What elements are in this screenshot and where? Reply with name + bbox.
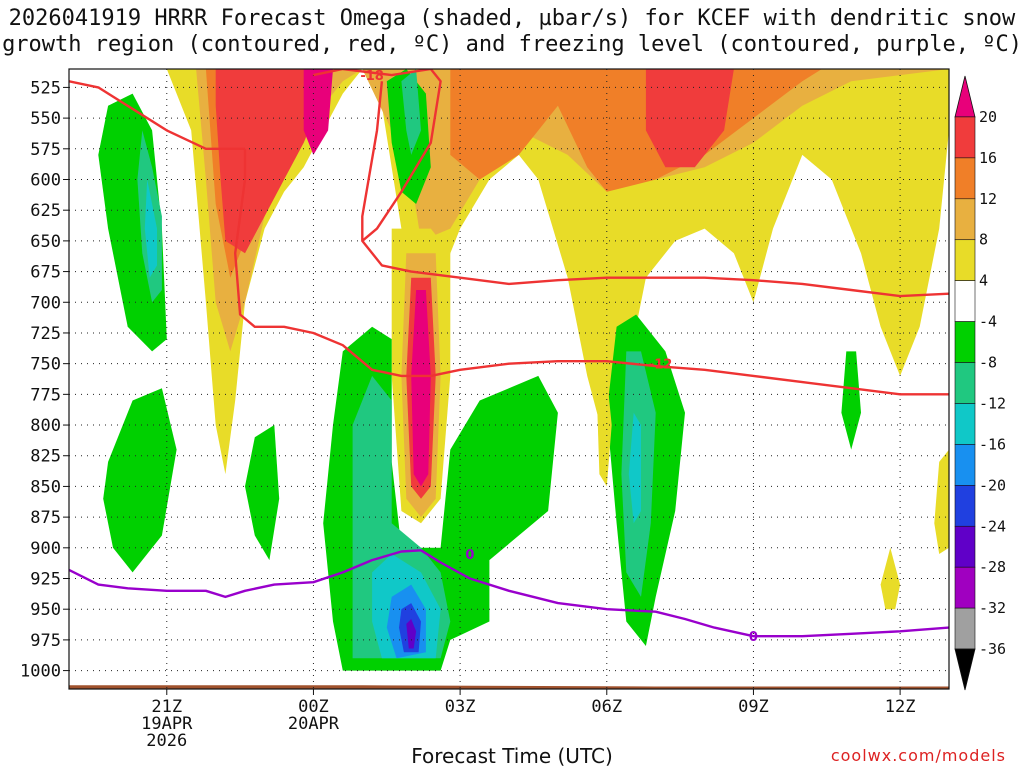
- colorbar-bottom-triangle: [954, 648, 976, 691]
- y-tick-label: 825: [30, 447, 61, 467]
- omega-region-cyan-left: [144, 179, 157, 278]
- omega-region-green-right-small: [841, 351, 861, 450]
- chart-title: 2026041919 HRRR Forecast Omega (shaded, …: [0, 6, 1024, 58]
- x-tick-label: 2026: [146, 731, 187, 751]
- y-tick-label: 775: [30, 385, 61, 405]
- colorbar-label: 20: [979, 108, 997, 126]
- omega-region-red-right: [645, 69, 734, 168]
- y-axis: 525 550 575 600 625 650 675 700 725 750 775 800 825 8…: [20, 78, 69, 682]
- credit-link[interactable]: coolwx.com/models: [830, 746, 1006, 765]
- colorbar-segment: [954, 116, 976, 159]
- y-tick-label: 525: [30, 78, 61, 98]
- colorbar-label: -4: [979, 313, 997, 331]
- contour-label-freezing-label-right: 0: [749, 630, 758, 645]
- colorbar-segment: [954, 239, 976, 281]
- shaded-omega-layer: [69, 69, 949, 671]
- colorbar-segment: [954, 280, 976, 322]
- x-tick-label: 19APR: [141, 714, 193, 734]
- colorbar-top-triangle: [954, 75, 976, 118]
- y-tick-label: 1000: [20, 662, 61, 682]
- y-tick-label: 975: [30, 631, 61, 651]
- colorbar-label: 12: [979, 190, 997, 208]
- colorbar-label: -8: [979, 354, 997, 372]
- y-tick-label: 750: [30, 355, 61, 375]
- omega-region-yellow-right-small: [597, 375, 612, 487]
- colorbar-label: -16: [979, 435, 1006, 453]
- x-tick-label: 12Z: [885, 697, 916, 717]
- y-tick-label: 800: [30, 416, 61, 436]
- omega-region-magenta-mid: [411, 290, 431, 487]
- omega-region-yellow-far-right: [934, 449, 949, 554]
- contour-dgz-upper-b: [313, 69, 442, 243]
- plot-frame: [68, 68, 950, 690]
- x-tick-label: 03Z: [445, 697, 476, 717]
- colorbar-segment: [954, 403, 976, 445]
- colorbar-segment: [954, 321, 976, 363]
- grid-layer: [69, 69, 949, 689]
- ground-layer: [69, 685, 949, 689]
- y-tick-label: 600: [30, 170, 61, 190]
- y-tick-label: 875: [30, 508, 61, 528]
- x-tick-label: 20APR: [288, 714, 340, 734]
- omega-region-yellow-small-right: [880, 547, 901, 610]
- colorbar-label: -12: [979, 394, 1006, 412]
- contour-label-freezing: 0: [465, 548, 474, 563]
- y-tick-label: 625: [30, 201, 61, 221]
- x-tick-label: 06Z: [591, 697, 622, 717]
- colorbar-label: -32: [979, 599, 1006, 617]
- x-axis-label: Forecast Time (UTC): [411, 744, 613, 768]
- colorbar-label: -36: [979, 640, 1006, 658]
- colorbar-label: -20: [979, 476, 1006, 494]
- y-tick-label: 900: [30, 539, 61, 559]
- colorbar-segment: [954, 566, 976, 609]
- contour-dgz-middle: [361, 240, 949, 298]
- omega-region-green-left2: [103, 388, 177, 573]
- y-tick-label: 650: [30, 232, 61, 252]
- omega-region-magenta-top: [303, 69, 333, 155]
- colorbar: 20 16 12 8 4 -4 -8 -12 -16 -20 -24 -28 -32 -36: [954, 75, 1006, 691]
- omega-region-cyan-right: [628, 412, 641, 524]
- colorbar-segment: [954, 198, 976, 241]
- y-tick-label: 700: [30, 293, 61, 313]
- colorbar-segment: [954, 157, 976, 200]
- y-tick-label: 575: [30, 140, 61, 160]
- chart-title-line2: growth region (contoured, red, ºC) and f…: [2, 32, 1022, 57]
- x-tick-label: 21Z: [151, 697, 182, 717]
- colorbar-segment: [954, 607, 976, 650]
- y-tick-label: 675: [30, 263, 61, 283]
- omega-region-teal-upper-mid: [401, 69, 421, 155]
- y-tick-label: 950: [30, 600, 61, 620]
- colorbar-segment: [954, 362, 976, 404]
- colorbar-label: -24: [979, 517, 1006, 535]
- y-tick-label: 925: [30, 570, 61, 590]
- y-tick-label: 850: [30, 477, 61, 497]
- y-tick-label: 725: [30, 324, 61, 344]
- colorbar-segment: [954, 485, 976, 527]
- colorbar-label: 8: [979, 231, 988, 249]
- omega-region-purple-lower: [406, 619, 417, 649]
- x-tick-label: 00Z: [298, 697, 329, 717]
- colorbar-label: 4: [979, 272, 988, 290]
- contour-dgz-left-side: [234, 148, 949, 396]
- colorbar-label: 16: [979, 149, 997, 167]
- x-tick-label: 09Z: [738, 697, 769, 717]
- omega-region-green-small-mid: [245, 425, 280, 561]
- colorbar-segment: [954, 525, 976, 568]
- contour-label-dgz-middle: -12: [649, 358, 673, 373]
- y-tick-label: 550: [30, 109, 61, 129]
- ground-surface: [69, 685, 949, 689]
- chart-title-line1: 2026041919 HRRR Forecast Omega (shaded, …: [8, 6, 1016, 31]
- omega-region-red-left: [215, 69, 333, 254]
- colorbar-segment: [954, 444, 976, 486]
- colorbar-label: -28: [979, 558, 1006, 576]
- contour-dgz-upper: [69, 80, 245, 150]
- contour-freezing: [69, 549, 949, 638]
